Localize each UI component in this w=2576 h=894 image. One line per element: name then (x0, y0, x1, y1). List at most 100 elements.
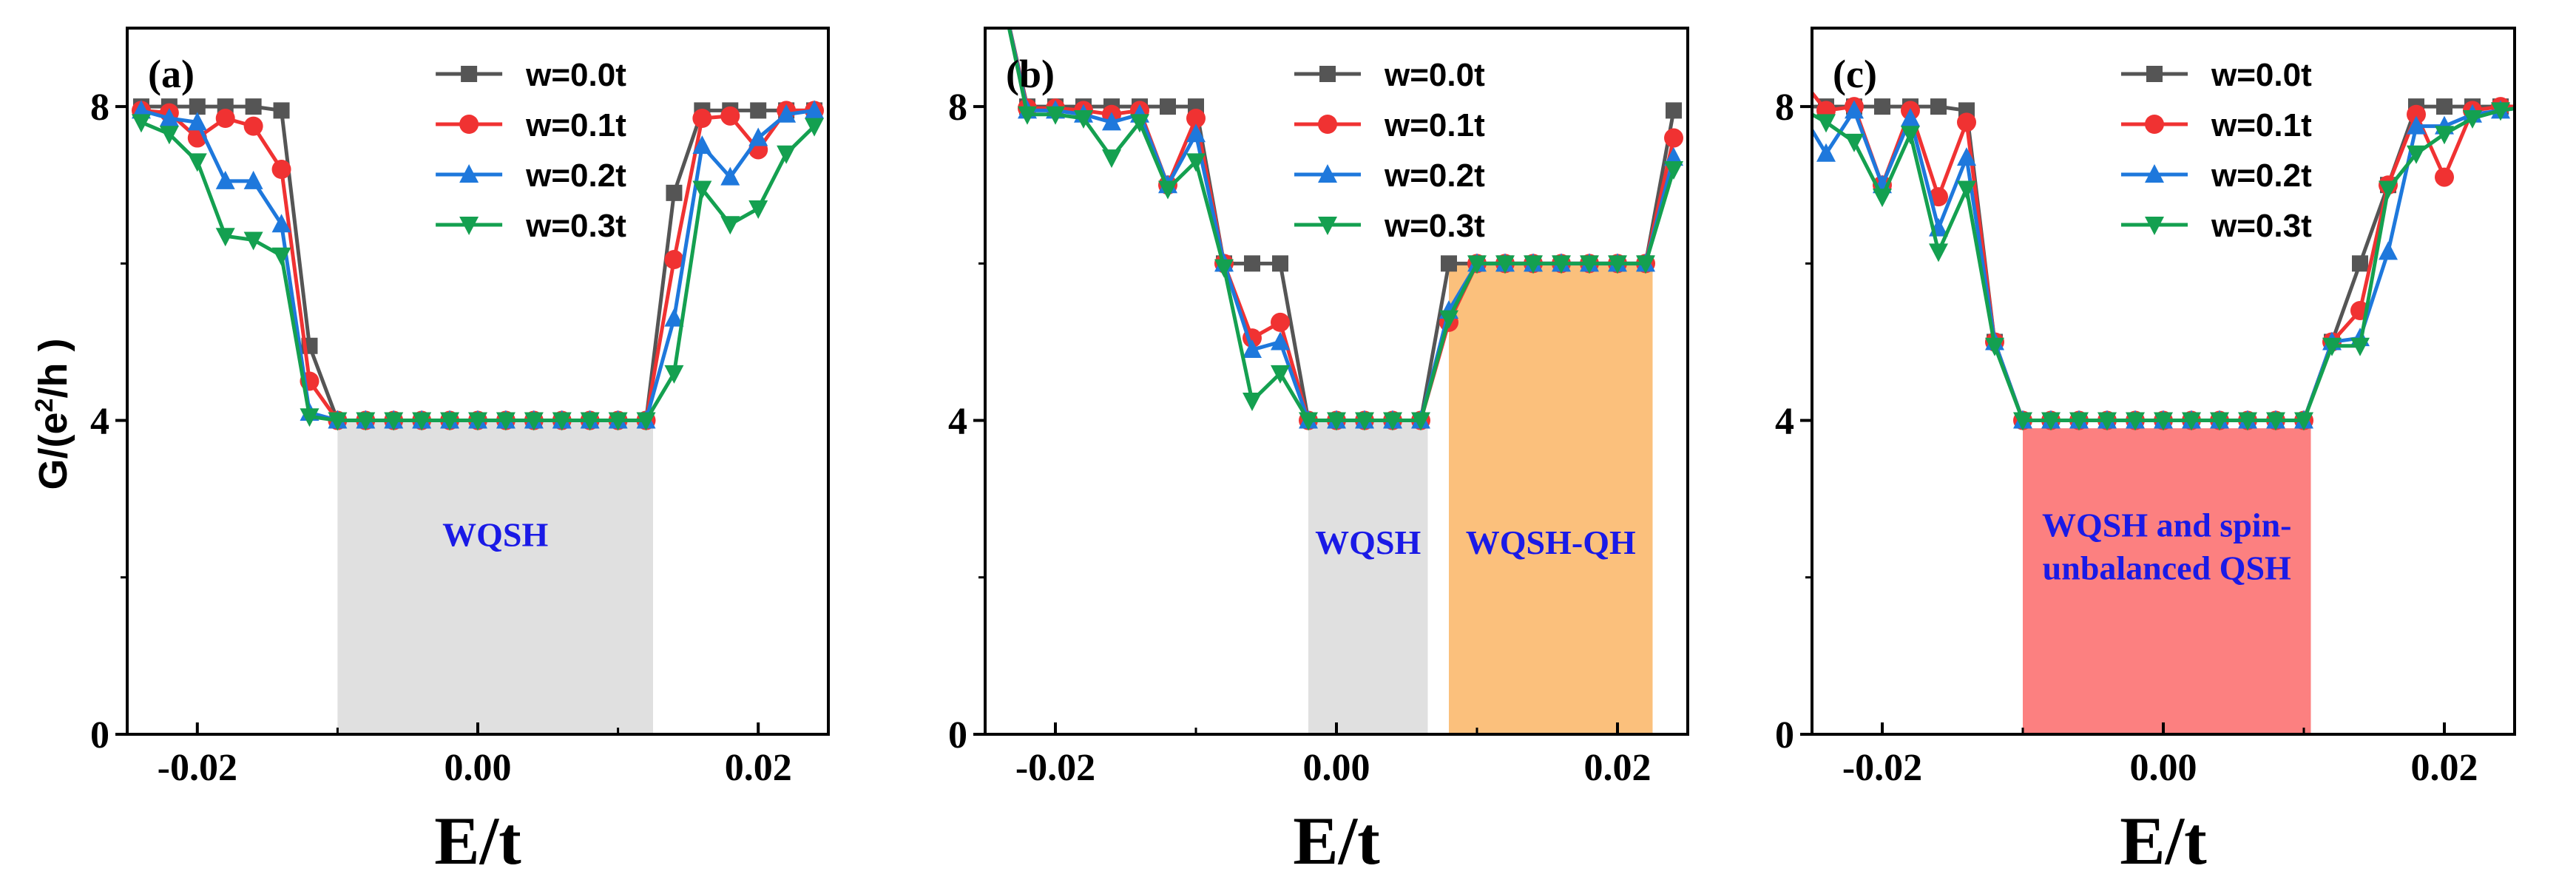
data-point (1383, 412, 1402, 431)
legend-marker (2145, 217, 2164, 235)
y-tick-label: 4 (1775, 401, 1794, 443)
data-point (2266, 412, 2285, 431)
legend-marker (1319, 66, 1336, 82)
data-point (720, 106, 740, 126)
data-point (1160, 98, 1176, 115)
data-point (215, 170, 235, 189)
data-point (805, 100, 825, 119)
legend-marker (1318, 164, 1337, 183)
data-point (1439, 310, 1458, 329)
data-point (1929, 243, 1948, 263)
data-point (1929, 187, 1948, 207)
data-point (2097, 412, 2117, 431)
data-point (243, 116, 263, 136)
y-axis-label-tail: /h ) (31, 339, 75, 399)
data-point (2294, 412, 2313, 431)
data-point (580, 412, 600, 431)
data-point (1243, 339, 1262, 359)
data-point (2069, 412, 2089, 431)
data-point (1901, 126, 1920, 145)
legend-marker (1318, 115, 1337, 134)
data-point (187, 112, 207, 131)
data-point (1788, 66, 1808, 85)
legend-label: w=0.1t (2211, 107, 2312, 143)
data-point (608, 412, 628, 431)
series-group (1007, 28, 1683, 431)
data-point (273, 102, 290, 119)
y-tick-label: 0 (948, 714, 967, 756)
data-point (1816, 114, 1836, 133)
legend-label: w=0.1t (1384, 107, 1485, 143)
data-point (1580, 255, 1599, 274)
data-point (1186, 123, 1206, 143)
data-point (2519, 96, 2538, 115)
legend-label: w=0.3t (2211, 208, 2312, 244)
data-point (524, 412, 544, 431)
data-point (159, 108, 179, 127)
data-point (1816, 143, 1836, 162)
data-point (2041, 412, 2061, 431)
data-point (552, 412, 572, 431)
data-point (2407, 115, 2426, 135)
data-point (1441, 255, 1457, 272)
x-axis-label: E/t (2120, 803, 2207, 878)
data-point (2463, 110, 2482, 129)
legend-marker (459, 115, 479, 134)
region-label: WQSH and spin- (2042, 506, 2291, 543)
data-point (187, 153, 207, 172)
data-point (664, 308, 684, 327)
legend-marker (461, 66, 478, 82)
legend-marker (459, 217, 479, 235)
legend-label: w=0.3t (525, 208, 626, 244)
data-point (2350, 337, 2370, 356)
data-point (692, 109, 712, 129)
data-point (2154, 412, 2173, 431)
panel-b: WQSH WQSH-QH -0.02 0.00 0.02 0 4 8 E/t (b) w=0.0t w… (948, 27, 1689, 878)
x-tick-label: -0.02 (158, 747, 237, 789)
region-label: WQSH-QH (1466, 524, 1636, 561)
legend-label: w=0.2t (1384, 158, 1485, 194)
data-point (271, 214, 291, 233)
data-point (2435, 167, 2454, 187)
data-point (750, 102, 767, 119)
y-axis-label: G/(e2/h ) (30, 339, 75, 490)
data-point (300, 408, 320, 427)
data-point (1636, 255, 1655, 274)
data-point (2013, 412, 2032, 431)
data-point (2379, 180, 2398, 200)
region-label: WQSH (1315, 524, 1421, 561)
data-point (1957, 147, 1976, 166)
data-point (159, 126, 179, 145)
data-point (1102, 149, 1121, 169)
data-point (777, 104, 797, 123)
data-point (1271, 331, 1290, 351)
data-point (1074, 110, 1093, 129)
data-point (720, 216, 740, 235)
data-point (2436, 98, 2452, 115)
data-point (1158, 180, 1177, 200)
data-point (2210, 412, 2229, 431)
data-point (2322, 337, 2342, 356)
series-line (141, 104, 815, 423)
data-point (1102, 112, 1121, 131)
data-point (2126, 412, 2145, 431)
data-point (2182, 412, 2201, 431)
region-label: WQSH (442, 515, 548, 553)
legend-marker (2145, 115, 2164, 134)
data-point (1873, 189, 1892, 208)
data-point (2407, 104, 2426, 124)
x-tick-label: 0.00 (2130, 747, 2197, 789)
legend-marker (1318, 217, 1337, 235)
legend-marker (2146, 66, 2163, 82)
data-point (1186, 109, 1206, 129)
data-point (1901, 108, 1920, 127)
y-tick-label: 8 (90, 87, 109, 129)
series-group (131, 98, 825, 431)
data-point (2238, 412, 2257, 431)
shaded-region (2023, 428, 2311, 734)
legend-label: w=0.0t (525, 57, 626, 93)
legend-marker (2145, 164, 2164, 183)
data-point (1524, 255, 1543, 274)
data-point (1299, 412, 1318, 431)
